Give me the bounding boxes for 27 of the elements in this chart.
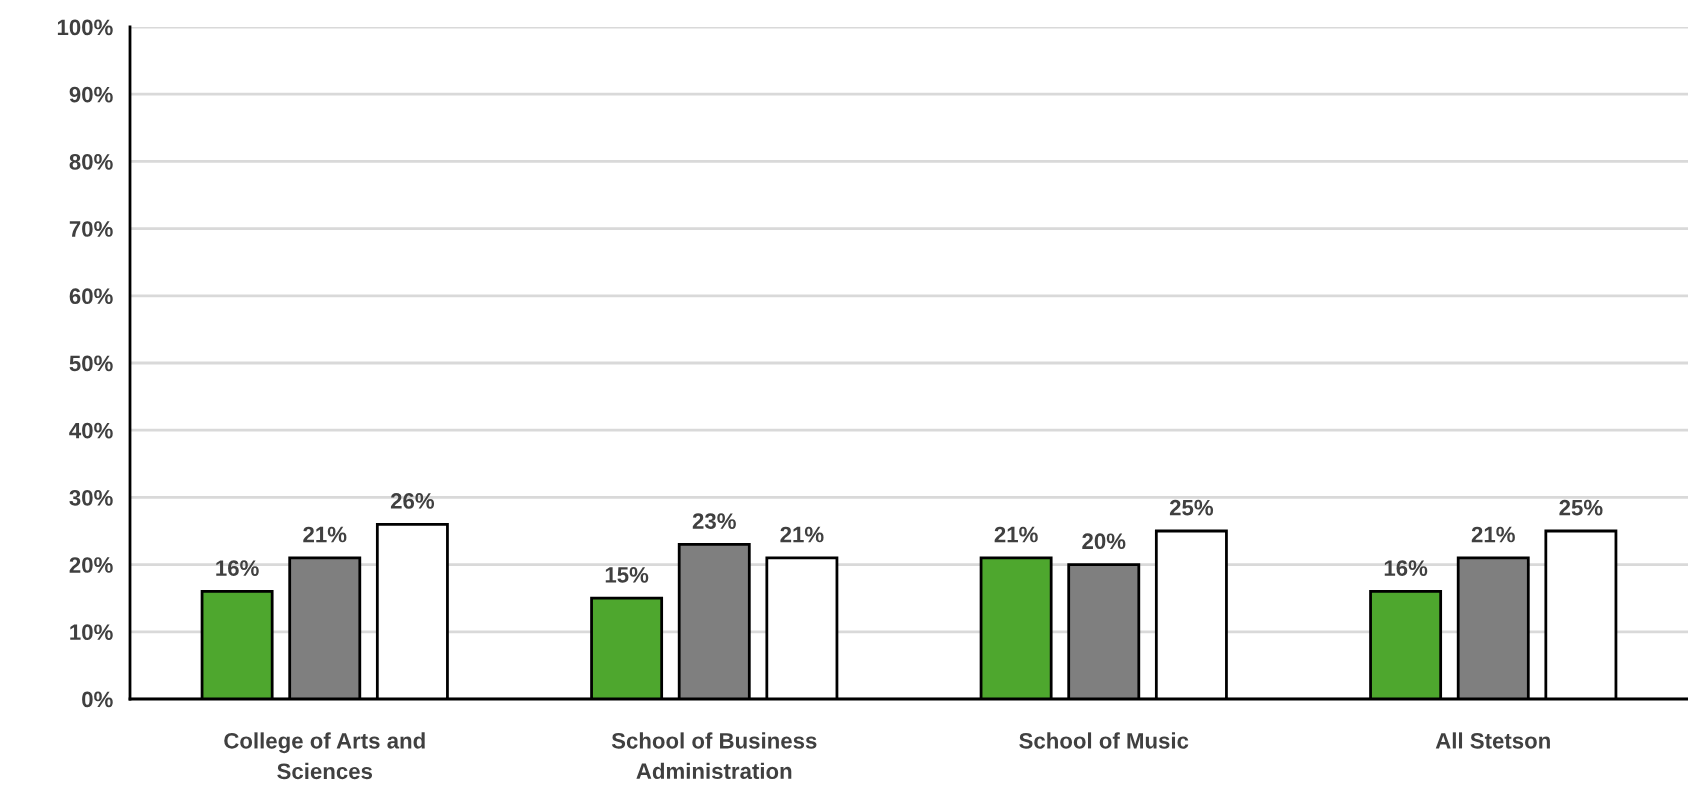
y-tick-label: 70%: [69, 221, 113, 237]
y-tick-label: 50%: [69, 355, 113, 372]
data-label: 21%: [780, 526, 824, 543]
y-tick-label: 30%: [69, 489, 113, 506]
data-label: 16%: [216, 560, 259, 576]
y-tick-label: 10%: [70, 624, 113, 641]
y-tick-label: 20%: [69, 557, 113, 573]
x-tick-label: School of Business Administration: [611, 732, 817, 780]
data-label: 21%: [1471, 526, 1515, 543]
data-label: 16%: [1384, 560, 1428, 576]
data-label: 26%: [390, 493, 435, 509]
data-label: 15%: [605, 567, 649, 583]
x-tick-label: College of Arts and Sciences: [224, 732, 425, 780]
y-tick-label: 100%: [57, 19, 113, 36]
data-label: 21%: [994, 526, 1038, 543]
x-tick-label: School of Music: [1019, 732, 1189, 749]
data-label: 25%: [1169, 499, 1214, 516]
data-label: 21%: [303, 526, 347, 543]
data-label: 20%: [1082, 533, 1126, 550]
x-tick-label: All Stetson: [1435, 732, 1550, 749]
y-tick-label: 80%: [69, 153, 113, 170]
y-tick-label: 90%: [69, 86, 113, 103]
data-label: 23%: [692, 513, 736, 529]
y-tick-label: 0%: [82, 691, 113, 708]
y-tick-label: 40%: [69, 422, 113, 439]
y-tick-label: 60%: [69, 288, 113, 305]
data-label: 25%: [1559, 499, 1603, 516]
